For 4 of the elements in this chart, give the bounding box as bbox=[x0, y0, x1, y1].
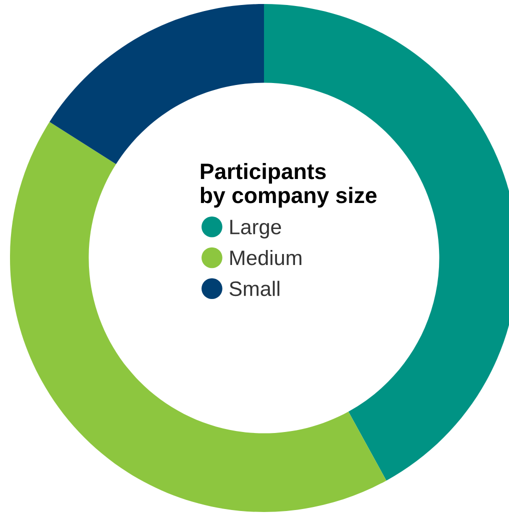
legend-title: Participants by company size bbox=[200, 162, 377, 208]
legend-label: Medium bbox=[230, 250, 302, 266]
legend-label: Large bbox=[230, 220, 281, 238]
legend-label: Small bbox=[230, 280, 280, 296]
